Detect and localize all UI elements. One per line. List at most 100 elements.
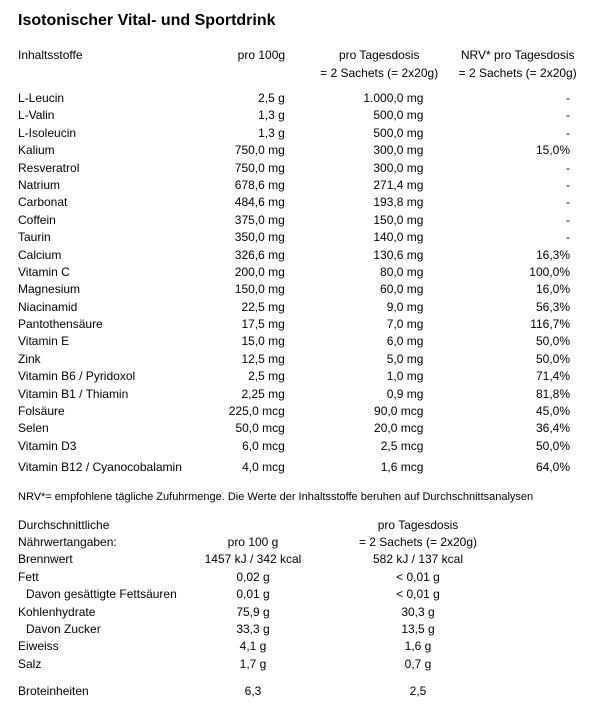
ingredient-per100: 22,5 mg — [196, 299, 305, 316]
header-nrv: NRV* pro Tagesdosis — [453, 48, 582, 62]
ingredient-per100: 4,0 mcg — [196, 459, 305, 476]
nutrition-perdose: 1,6 g — [328, 638, 508, 655]
ingredient-perdose: 1,0 mg — [305, 368, 454, 385]
nutrition-per100: 33,3 g — [178, 621, 328, 638]
ingredient-per100: 1,3 g — [196, 125, 305, 142]
nutrition-perdose: 13,5 g — [328, 621, 508, 638]
ingredient-perdose: 500,0 mg — [305, 107, 454, 124]
nutrition-row: Davon gesättigte Fettsäuren0,01 g< 0,01 … — [18, 586, 582, 603]
ingredient-perdose: 300,0 mg — [305, 142, 454, 159]
ingredient-nrv: 50,0% — [453, 333, 582, 350]
ingredient-row: Vitamin D36,0 mcg2,5 mcg50,0% — [18, 438, 582, 455]
ingredient-nrv: 50,0% — [453, 351, 582, 368]
ingredient-per100: 150,0 mg — [196, 281, 305, 298]
ingredient-per100: 350,0 mg — [196, 229, 305, 246]
ingredient-name: L-Leucin — [18, 90, 196, 107]
ingredient-nrv: 16,3% — [453, 247, 582, 264]
ingredient-perdose: 300,0 mg — [305, 160, 454, 177]
ingredient-name: Vitamin B6 / Pyridoxol — [18, 368, 196, 385]
page-title: Isotonischer Vital- und Sportdrink — [18, 12, 582, 30]
ingredient-name: Folsäure — [18, 403, 196, 420]
nutrition-row: Brennwert1457 kJ / 342 kcal582 kJ / 137 … — [18, 551, 582, 568]
ingredient-name: Vitamin E — [18, 333, 196, 350]
nutrition-row: Salz1,7 g0,7 g — [18, 656, 582, 673]
nutrition-per100: 75,9 g — [178, 604, 328, 621]
broteinheiten-per100: 6,3 — [178, 683, 328, 700]
ingredient-per100: 750,0 mg — [196, 142, 305, 159]
ingredient-per100: 50,0 mcg — [196, 420, 305, 437]
ingredient-name: Magnesium — [18, 281, 196, 298]
ingredient-per100: 484,6 mg — [196, 194, 305, 211]
ingredient-name: Selen — [18, 420, 196, 437]
ingredient-row: Vitamin C200,0 mg80,0 mg100,0% — [18, 264, 582, 281]
nutrition-perdose: 582 kJ / 137 kcal — [328, 551, 508, 568]
ingredient-perdose: 2,5 mcg — [305, 438, 454, 455]
ingredient-per100: 750,0 mg — [196, 160, 305, 177]
ingredient-row: Natrium678,6 mg271,4 mg- — [18, 177, 582, 194]
ingredient-nrv: 71,4% — [453, 368, 582, 385]
ingredient-row: Zink12,5 mg5,0 mg50,0% — [18, 351, 582, 368]
ingredient-nrv: - — [453, 194, 582, 211]
nutrition-per100: 0,02 g — [178, 569, 328, 586]
broteinheiten-label: Broteinheiten — [18, 683, 178, 700]
ingredient-nrv: 15,0% — [453, 142, 582, 159]
header-pro-100g-2: pro 100 g — [178, 534, 328, 551]
header-nrv-sub: = 2 Sachets (= 2x20g) — [453, 66, 582, 80]
ingredient-row: Resveratrol750,0 mg300,0 mg- — [18, 160, 582, 177]
ingredient-name: Pantothensäure — [18, 316, 196, 333]
ingredient-nrv: 56,3% — [453, 299, 582, 316]
ingredient-row: L-Leucin2,5 g1.000,0 mg- — [18, 90, 582, 107]
header-pro-tagesdosis: pro Tagesdosis — [305, 48, 453, 62]
broteinheiten-row: Broteinheiten 6,3 2,5 — [18, 683, 582, 700]
nutrition-name: Fett — [18, 569, 178, 586]
ingredient-name: L-Isoleucin — [18, 125, 196, 142]
nutrition-row: Eiweiss4,1 g1,6 g — [18, 638, 582, 655]
ingredient-perdose: 1,6 mcg — [305, 459, 454, 476]
ingredient-perdose: 7,0 mg — [305, 316, 454, 333]
ingredient-nrv: 16,0% — [453, 281, 582, 298]
ingredient-row: Coffein375,0 mg150,0 mg- — [18, 212, 582, 229]
ingredient-perdose: 0,9 mg — [305, 386, 454, 403]
nutrition-name: Davon gesättigte Fettsäuren — [18, 586, 178, 603]
ingredient-nrv: - — [453, 160, 582, 177]
nutrition-per100: 1,7 g — [178, 656, 328, 673]
nutrition-row: Fett0,02 g< 0,01 g — [18, 569, 582, 586]
ingredient-name: Niacinamid — [18, 299, 196, 316]
ingredient-name: Vitamin B1 / Thiamin — [18, 386, 196, 403]
header-inhaltsstoffe: Inhaltsstoffe — [18, 48, 196, 62]
ingredient-nrv: 100,0% — [453, 264, 582, 281]
ingredient-perdose: 1.000,0 mg — [305, 90, 454, 107]
nutrition-perdose: 0,7 g — [328, 656, 508, 673]
broteinheiten-perdose: 2,5 — [328, 683, 508, 700]
ingredient-nrv: - — [453, 177, 582, 194]
ingredient-nrv: - — [453, 125, 582, 142]
ingredient-name: Taurin — [18, 229, 196, 246]
ingredient-row: Vitamin B12 / Cyanocobalamin4,0 mcg1,6 m… — [18, 459, 582, 476]
ingredient-row: Calcium326,6 mg130,6 mg16,3% — [18, 247, 582, 264]
ingredient-row: Carbonat484,6 mg193,8 mg- — [18, 194, 582, 211]
nutrition-row: Davon Zucker33,3 g13,5 g — [18, 621, 582, 638]
nutrition-perdose: < 0,01 g — [328, 569, 508, 586]
nutrition-per100: 1457 kJ / 342 kcal — [178, 551, 328, 568]
nutrition-perdose: 30,3 g — [328, 604, 508, 621]
ingredient-per100: 6,0 mcg — [196, 438, 305, 455]
ingredient-per100: 375,0 mg — [196, 212, 305, 229]
ingredient-nrv: 64,0% — [453, 459, 582, 476]
ingredient-perdose: 140,0 mg — [305, 229, 454, 246]
ingredient-nrv: - — [453, 212, 582, 229]
ingredient-name: Calcium — [18, 247, 196, 264]
ingredient-perdose: 5,0 mg — [305, 351, 454, 368]
ingredient-name: Vitamin D3 — [18, 438, 196, 455]
ingredient-per100: 17,5 mg — [196, 316, 305, 333]
ingredients-header-row2: = 2 Sachets (= 2x20g) = 2 Sachets (= 2x2… — [18, 66, 582, 80]
ingredient-name: Zink — [18, 351, 196, 368]
nutrition-name: Salz — [18, 656, 178, 673]
ingredient-row: Magnesium150,0 mg60,0 mg16,0% — [18, 281, 582, 298]
ingredient-name: Carbonat — [18, 194, 196, 211]
header-pro-tagesdosis2-sub: = 2 Sachets (= 2x20g) — [328, 534, 508, 551]
ingredient-name: Kalium — [18, 142, 196, 159]
ingredients-header-row1: Inhaltsstoffe pro 100g pro Tagesdosis NR… — [18, 48, 582, 62]
ingredient-nrv: 36,4% — [453, 420, 582, 437]
ingredient-per100: 678,6 mg — [196, 177, 305, 194]
ingredient-nrv: 45,0% — [453, 403, 582, 420]
